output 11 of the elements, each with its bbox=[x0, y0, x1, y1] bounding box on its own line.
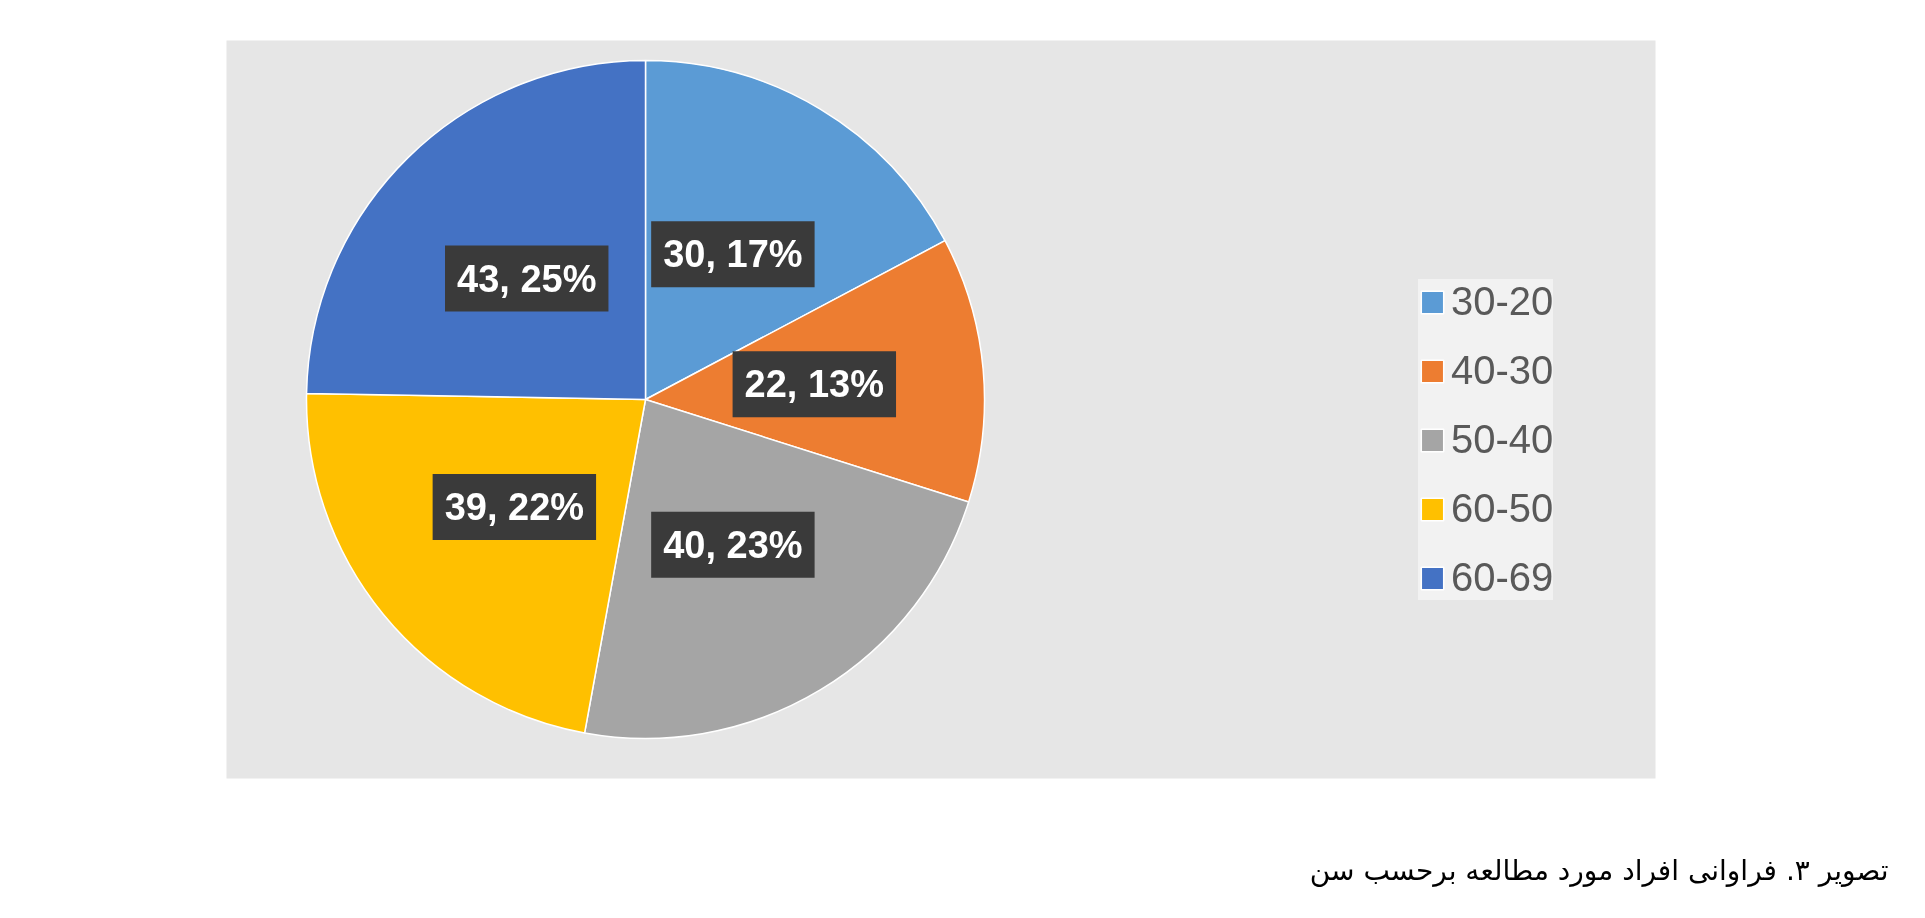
legend-label: 30-20 bbox=[1451, 279, 1554, 324]
data-label: 22, 13% bbox=[744, 363, 885, 406]
data-label: 39, 22% bbox=[444, 485, 585, 528]
legend-label: 40-30 bbox=[1451, 348, 1554, 393]
data-label: 43, 25% bbox=[457, 257, 597, 300]
legend-label: 60-50 bbox=[1451, 486, 1554, 531]
legend-label: 60-69 bbox=[1451, 555, 1554, 600]
text: تصویر ۳. فراوانی افراد مورد مطالعه برحسب سن bbox=[1309, 854, 1889, 887]
legend-label: 50-40 bbox=[1451, 417, 1554, 462]
data-label: 40, 23% bbox=[663, 523, 803, 566]
data-label: 30, 17% bbox=[663, 233, 803, 276]
